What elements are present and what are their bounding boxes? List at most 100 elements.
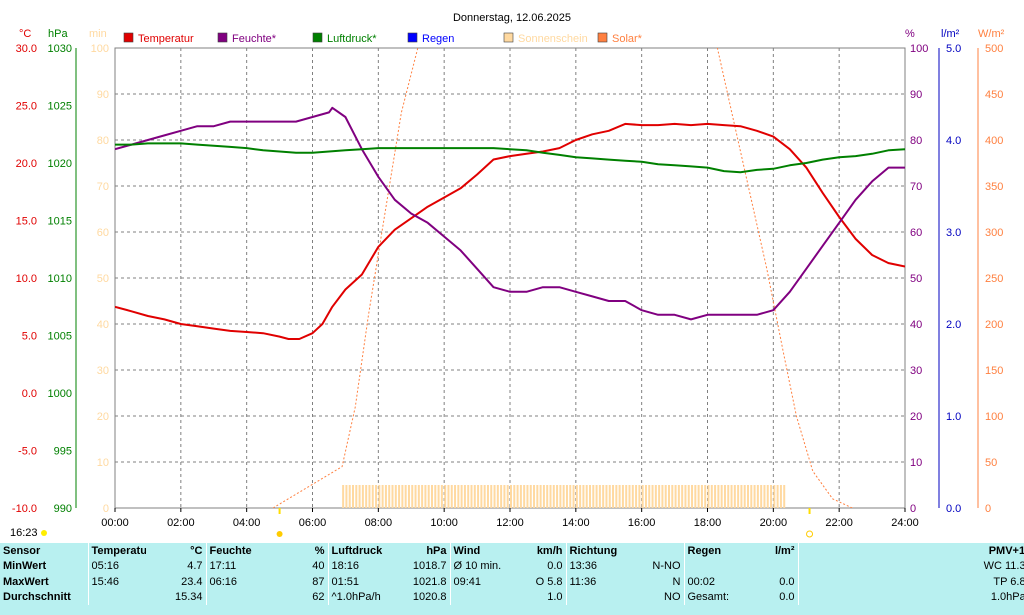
sunshine-bar [470, 485, 473, 508]
sunshine-bar [404, 485, 407, 508]
x-axis-tick-label: 20:00 [760, 517, 788, 529]
pmv-value: WC 11.3 °C [797, 558, 1024, 574]
wind-value: O 5.8 [535, 575, 563, 588]
solar-axis-tick: 250 [985, 273, 1003, 285]
sunshine-bar [766, 485, 769, 508]
sunshine-bar [684, 485, 687, 508]
sunshine-bar [536, 485, 539, 508]
sunshine-bar [700, 485, 703, 508]
sunshine-bar [691, 485, 694, 508]
table-row-min: MinWert 05:16 4.7 17:11 40 18:16 1018.7 … [0, 558, 1024, 574]
header-pressure: Luftdruck [327, 543, 386, 559]
rain-value: 0.0 [779, 591, 795, 604]
sunshine-bar [437, 485, 440, 508]
sunset-icon [806, 530, 814, 538]
solar-axis-tick: 450 [985, 89, 1003, 101]
header-pmv: PMV+1:12 [797, 543, 1024, 559]
sunshine-bar [463, 485, 466, 508]
sunshine-bar [477, 485, 480, 508]
sunshine-axis-tick: 80 [97, 135, 109, 147]
x-axis-tick-label: 08:00 [365, 517, 393, 529]
table-header-row: Sensor Temperatur °C Feuchte % Luftdruck… [0, 543, 1024, 559]
solar-axis-tick: 0 [985, 503, 991, 515]
x-axis-tick-label: 04:00 [233, 517, 261, 529]
sunshine-bar [760, 485, 763, 508]
direction-value: N-NO [652, 560, 681, 573]
sunshine-bar [714, 485, 717, 508]
sunshine-bar [486, 485, 489, 508]
direction-time: 11:36 [565, 574, 622, 590]
solar-axis-tick: 500 [985, 43, 1003, 55]
sunshine-bar [753, 485, 756, 508]
humidity-axis-tick: 50 [910, 273, 922, 285]
sunshine-bar [694, 485, 697, 508]
sunshine-bar [348, 485, 351, 508]
sunshine-bar [569, 485, 572, 508]
table-row-average: Durchschnitt 15.34 62 ^1.0hPa/h 1020.8 1… [0, 589, 1024, 605]
solar-unit-label: W/m² [978, 28, 1005, 40]
legend-swatch [217, 32, 228, 43]
sunshine-bar [615, 485, 618, 508]
sunshine-bar [671, 485, 674, 508]
sunshine-bar [707, 485, 710, 508]
sunshine-bar [733, 485, 736, 508]
chart-title: Donnerstag, 12.06.2025 [453, 12, 571, 24]
sunshine-bar [565, 485, 568, 508]
humidity-value: 40 [312, 560, 325, 573]
x-axis-tick-label: 00:00 [101, 517, 129, 529]
sunshine-bar [384, 485, 387, 508]
sunshine-bar [638, 485, 641, 508]
humidity-axis-tick: 40 [910, 319, 922, 331]
legend-label: Temperatur [138, 33, 194, 45]
direction-value: N [672, 575, 681, 588]
humidity-time [205, 589, 266, 605]
sunshine-bar [414, 485, 417, 508]
sunshine-bar [454, 485, 457, 508]
header-pressure-unit: hPa [426, 544, 447, 557]
x-axis-tick-label: 14:00 [562, 517, 590, 529]
sunshine-bar [516, 485, 519, 508]
sunshine-bar [773, 485, 776, 508]
sunshine-bar [421, 485, 424, 508]
header-wind: Wind [449, 543, 514, 559]
rain-axis-tick: 1.0 [946, 411, 961, 423]
x-axis-tick-label: 24:00 [891, 517, 919, 529]
pressure-value: 1018.7 [412, 560, 447, 573]
solar-axis-tick: 100 [985, 411, 1003, 423]
sunshine-bar [460, 485, 463, 508]
sunshine-bar [651, 485, 654, 508]
sunshine-bar [519, 485, 522, 508]
temp-value: 4.7 [187, 560, 203, 573]
sunshine-bar [526, 485, 529, 508]
sunshine-bar [641, 485, 644, 508]
rain-unit-label: l/m² [941, 28, 960, 40]
sunshine-bar [668, 485, 670, 508]
sunshine-axis-tick: 90 [97, 89, 109, 101]
temp-time: 05:16 [87, 558, 146, 574]
statistics-table: Sensor Temperatur °C Feuchte % Luftdruck… [0, 543, 1024, 615]
temp-axis-tick: 15.0 [16, 216, 37, 228]
legend-label: Luftdruck* [327, 33, 377, 45]
temp-axis-tick: 20.0 [16, 158, 37, 170]
sunshine-bar [450, 485, 453, 508]
timestamp: 16:23 [10, 527, 47, 539]
sunshine-bar [352, 485, 354, 508]
sunshine-bar [398, 485, 401, 508]
solar-axis-tick: 200 [985, 319, 1003, 331]
sunshine-axis-tick: 40 [97, 319, 109, 331]
humidity-axis-tick: 10 [910, 457, 922, 469]
pressure-unit-label: hPa [48, 28, 68, 40]
rain-axis-tick: 0.0 [946, 503, 961, 515]
header-rain: Regen [683, 543, 742, 559]
temp-time: 15:46 [87, 574, 146, 590]
sunshine-bar [500, 485, 503, 508]
sunshine-bar [365, 485, 368, 508]
sunshine-bar [608, 485, 611, 508]
solar-axis-tick: 400 [985, 135, 1003, 147]
sunshine-bar [417, 485, 420, 508]
sunshine-bar [523, 485, 526, 508]
header-humidity-unit: % [314, 544, 325, 557]
sunshine-bar [457, 485, 460, 508]
sunshine-bar [585, 485, 588, 508]
sunshine-bar [779, 485, 782, 508]
